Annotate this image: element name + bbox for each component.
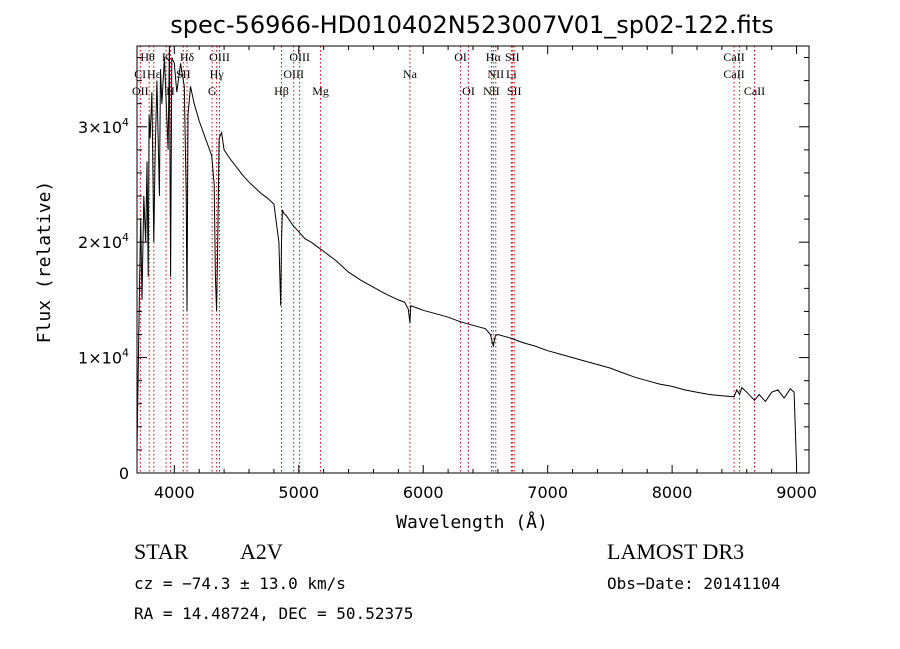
line-label-12: Hγ xyxy=(210,67,225,81)
x-tick-label-5: 9000 xyxy=(776,483,817,502)
line-label-26: CaII xyxy=(744,84,765,98)
x-tick-label-0: 4000 xyxy=(154,483,195,502)
line-label-7: SII xyxy=(505,50,520,64)
x-tick-label-2: 6000 xyxy=(403,483,444,502)
line-label-17: CaII xyxy=(723,67,744,81)
line-label-24: NII xyxy=(483,84,500,98)
x-tick-label-4: 8000 xyxy=(652,483,693,502)
line-label-2: Hδ xyxy=(180,50,195,64)
x-axis-ticks: 4000 5000 6000 7000 8000 9000 xyxy=(154,46,817,502)
line-label-21: Hβ xyxy=(274,84,289,98)
line-label-5: OI xyxy=(454,50,467,64)
line-label-9: CI xyxy=(134,67,146,81)
line-label-3: OIII xyxy=(209,50,230,64)
line-label-22: Mg xyxy=(312,84,329,98)
line-label-20: G xyxy=(208,84,217,98)
line-label-15: NII xyxy=(487,67,504,81)
sky-coordinates: RA = 14.48724, DEC = 50.52375 xyxy=(134,604,414,623)
plot-frame xyxy=(136,45,810,474)
line-label-18: OII xyxy=(132,84,149,98)
line-label-16: Li xyxy=(506,67,517,81)
y-tick-label-3: 3×104 xyxy=(78,116,129,137)
y-tick-label-1: 1×104 xyxy=(78,347,129,368)
line-label-4: OIII xyxy=(289,50,310,64)
x-tick-label-1: 5000 xyxy=(278,483,319,502)
line-label-10: Hε xyxy=(147,67,161,81)
y-tick-label-2: 2×104 xyxy=(78,231,129,252)
line-label-6: Hα xyxy=(486,50,502,64)
line-label-1: K xyxy=(162,50,171,64)
line-label-0: Hθ xyxy=(140,50,155,64)
spectrum-series-line xyxy=(136,45,798,468)
redshift-velocity: cz = −74.3 ± 13.0 km/s xyxy=(134,574,346,593)
y-axis-ticks: 0 1×104 2×104 3×104 xyxy=(78,57,809,483)
y-axis-label: Flux (relative) xyxy=(34,181,55,344)
spectral-line-markers xyxy=(139,46,755,473)
line-label-23: OI xyxy=(462,84,475,98)
y-tick-label-0: 0 xyxy=(119,464,129,483)
survey-name: LAMOST DR3 xyxy=(607,539,745,564)
object-class: STAR xyxy=(134,539,189,564)
line-label-25: SII xyxy=(507,84,522,98)
observation-date: Obs−Date: 20141104 xyxy=(607,574,781,593)
x-axis-label: Wavelength (Å) xyxy=(396,511,548,533)
x-tick-label-3: 7000 xyxy=(527,483,568,502)
object-subclass: A2V xyxy=(240,539,283,564)
line-label-14: Na xyxy=(403,67,418,81)
chart-title: spec-56966-HD010402N523007V01_sp02-122.f… xyxy=(170,11,773,39)
line-label-19: H xyxy=(166,84,175,98)
line-label-8: CaII xyxy=(723,50,744,64)
line-label-13: OIII xyxy=(283,67,304,81)
